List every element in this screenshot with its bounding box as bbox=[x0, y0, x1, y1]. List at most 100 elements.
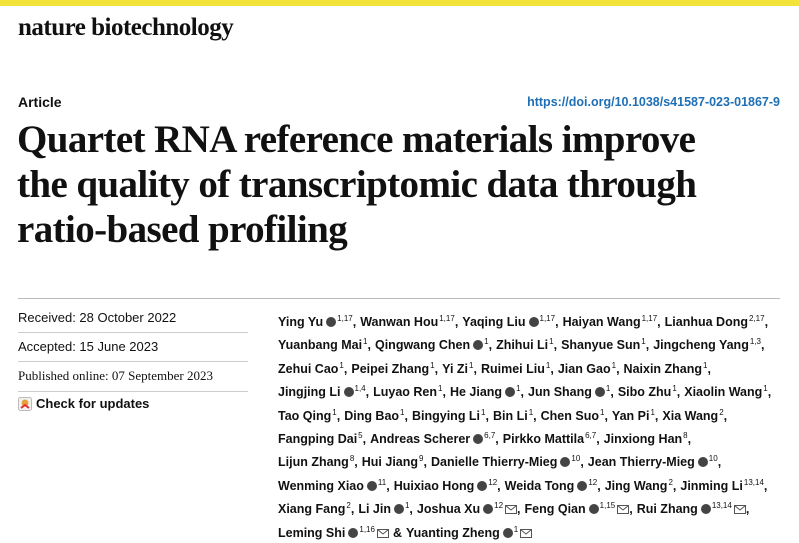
author: Joshua Xu 12 bbox=[416, 501, 518, 517]
author: Jinming Li13,14 bbox=[680, 477, 764, 493]
orcid-icon bbox=[697, 457, 708, 468]
author: Jinxiong Han8 bbox=[604, 431, 688, 446]
separator bbox=[554, 338, 557, 352]
envelope-flap bbox=[734, 505, 746, 511]
separator bbox=[354, 455, 357, 469]
author-name: Li Jin bbox=[358, 502, 391, 517]
separator bbox=[337, 409, 340, 423]
orcid-icon bbox=[505, 387, 516, 398]
author: Fangping Dai5 bbox=[278, 431, 363, 447]
author-name: Rui Zhang bbox=[636, 502, 698, 517]
separator bbox=[455, 315, 458, 329]
author-name: Yuanbang Mai bbox=[278, 338, 363, 353]
separator bbox=[555, 315, 558, 329]
separator bbox=[604, 409, 607, 423]
author-name: Peipei Zhang bbox=[351, 361, 430, 376]
affiliation: 1 bbox=[672, 384, 677, 394]
author: Andreas Scherer 6,7 bbox=[370, 431, 495, 446]
affiliation: 13,14 bbox=[743, 477, 764, 487]
affiliation: 1,17 bbox=[539, 314, 556, 323]
author: Ying Yu 1,17 bbox=[278, 314, 353, 329]
author: Zhihui Li1 bbox=[496, 337, 554, 352]
affiliation: 9 bbox=[419, 454, 424, 464]
author-name: Pirkko Mattila bbox=[502, 432, 585, 447]
separator bbox=[673, 479, 676, 493]
author-name: Wanwan Hou bbox=[360, 315, 439, 329]
separator bbox=[517, 502, 520, 516]
orcid-icon bbox=[393, 504, 404, 515]
affiliation: 8 bbox=[683, 431, 688, 441]
check-updates-row[interactable]: Check for updates bbox=[18, 396, 248, 411]
author-name: Joshua Xu bbox=[416, 502, 481, 517]
affiliation: 12 bbox=[588, 477, 598, 487]
orcid-icon bbox=[326, 317, 337, 327]
envelope-flap bbox=[505, 505, 517, 511]
author: Jean Thierry-Mieg 10 bbox=[588, 454, 718, 469]
separator bbox=[688, 432, 691, 446]
author-name: Yuanting Zheng bbox=[405, 525, 500, 540]
author-list: Ying Yu1,17Wanwan Hou1,17Yaqing Liu1,17H… bbox=[278, 309, 775, 543]
separator bbox=[629, 502, 632, 516]
affiliation: 1 bbox=[513, 524, 519, 534]
author-name: Luyao Ren bbox=[373, 385, 438, 400]
author: Jingcheng Yang1,3 bbox=[653, 337, 761, 353]
affiliation: 1 bbox=[400, 407, 405, 417]
affiliation: 1 bbox=[545, 360, 551, 370]
separator bbox=[486, 409, 489, 423]
affiliation: 2,17 bbox=[748, 314, 765, 323]
affiliation: 1 bbox=[484, 337, 489, 347]
email-icon bbox=[617, 505, 630, 515]
author: Danielle Thierry-Mieg 10 bbox=[430, 454, 580, 470]
author-name: Bingying Li bbox=[411, 408, 481, 423]
author: Peipei Zhang1 bbox=[351, 361, 434, 376]
author: Bin Li1 bbox=[493, 407, 534, 423]
separator bbox=[724, 409, 727, 423]
author: Wanwan Hou1,17 bbox=[360, 314, 455, 329]
email-icon bbox=[376, 528, 389, 538]
orcid-icon bbox=[473, 340, 484, 351]
separator bbox=[533, 409, 536, 423]
separator bbox=[405, 409, 408, 423]
author-name: Hui Jiang bbox=[361, 455, 419, 470]
author-name: Yan Pi bbox=[611, 408, 650, 423]
affiliation: 1 bbox=[332, 407, 337, 417]
author-name: Fangping Dai bbox=[278, 432, 358, 447]
author-name: Jian Gao bbox=[557, 361, 611, 376]
affiliation: 1 bbox=[528, 407, 534, 417]
author: Wenming Xiao 11 bbox=[278, 478, 386, 493]
doi-link[interactable]: https://doi.org/10.1038/s41587-023-01867… bbox=[527, 95, 780, 109]
affiliation: 1 bbox=[650, 407, 655, 417]
author: Tao Qing1 bbox=[278, 407, 337, 423]
journal-name: nature biotechnology bbox=[18, 14, 234, 41]
author-name: Zehui Cao bbox=[278, 361, 339, 376]
author: Jing Wang2 bbox=[605, 477, 673, 493]
affiliation: 1 bbox=[763, 384, 768, 394]
check-updates-label[interactable]: Check for updates bbox=[36, 396, 150, 411]
author-line: Jingjing Li1,4Luyao Ren1He Jiang1Jun Sha… bbox=[278, 379, 775, 402]
author-line: Tao Qing1Ding Bao1Bingying Li1Bin Li1Che… bbox=[278, 403, 775, 426]
affiliation: 1 bbox=[363, 337, 368, 347]
author-name: Naixin Zhang bbox=[623, 361, 703, 376]
author-name: Danielle Thierry-Mieg bbox=[430, 455, 558, 470]
separator bbox=[761, 338, 764, 352]
author-name: Leming Shi bbox=[278, 525, 346, 540]
author-name: Weida Tong bbox=[504, 478, 575, 493]
author-line: Ying Yu1,17Wanwan Hou1,17Yaqing Liu1,17H… bbox=[278, 309, 775, 332]
author-line: Lijun Zhang8 Hui Jiang9 Danielle Thierry-M… bbox=[278, 449, 775, 472]
author-name: Jingcheng Yang bbox=[653, 338, 749, 353]
separator bbox=[580, 455, 583, 469]
author-name: He Jiang bbox=[449, 385, 503, 400]
author-name: Lijun Zhang bbox=[278, 455, 349, 470]
author: Yan Pi1 bbox=[611, 407, 655, 423]
published-date: Published online: 07 September 2023 bbox=[18, 368, 248, 392]
orcid-icon bbox=[483, 504, 494, 515]
check-updates[interactable]: Check for updates bbox=[18, 396, 248, 411]
separator bbox=[746, 502, 749, 516]
separator bbox=[768, 385, 771, 399]
author: He Jiang 1 bbox=[449, 384, 521, 400]
author: Huixiao Hong 12 bbox=[394, 478, 497, 493]
article-type: Article bbox=[18, 94, 62, 110]
author: Lianhua Dong2,17 bbox=[665, 314, 765, 329]
affiliation: 2 bbox=[668, 477, 673, 487]
